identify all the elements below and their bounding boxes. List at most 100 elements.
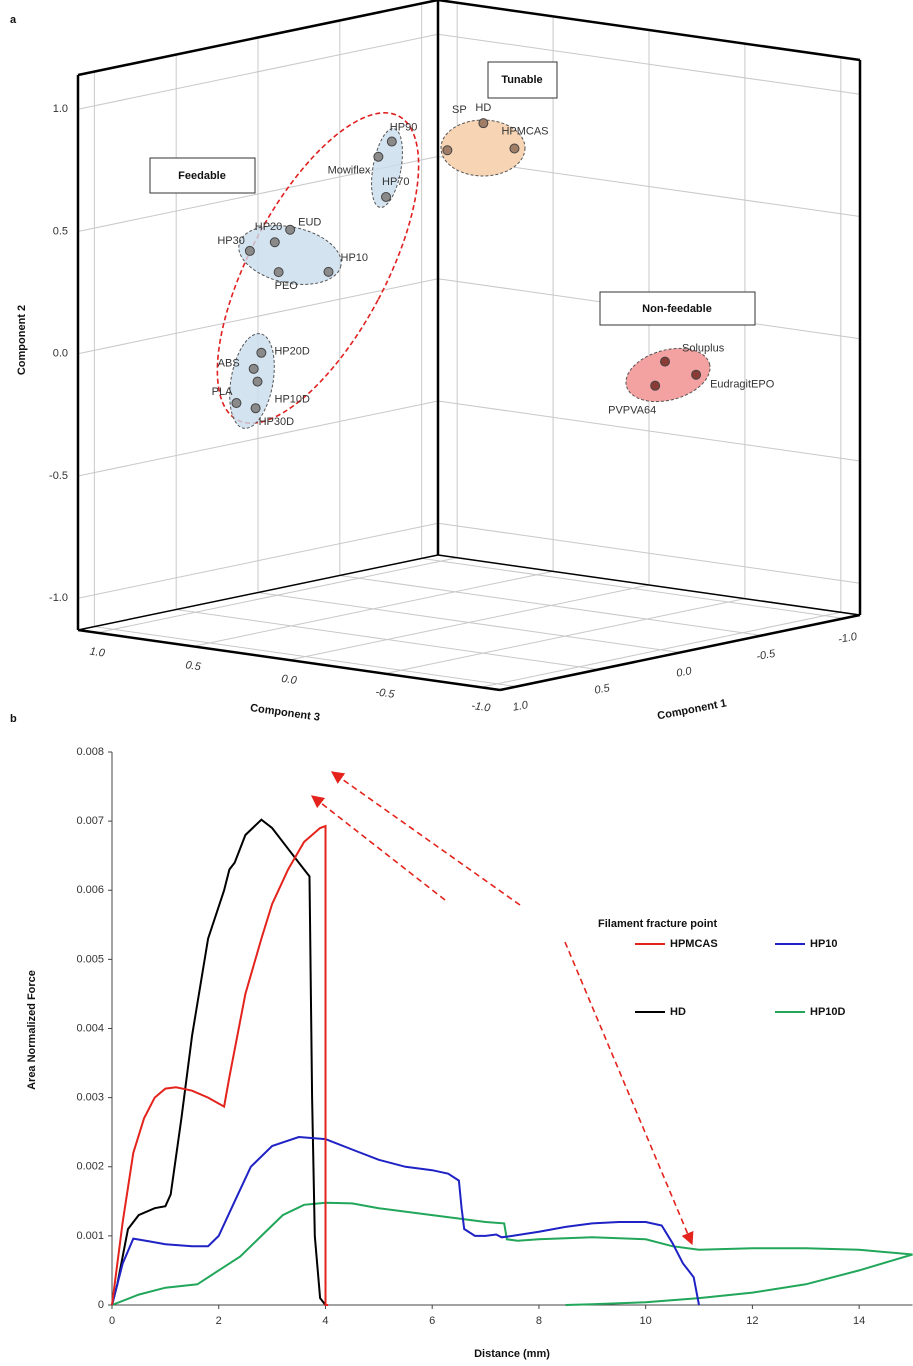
- point-label: HP20: [255, 221, 283, 233]
- series-line: [111, 818, 327, 1306]
- point-label: Soluplus: [682, 343, 725, 355]
- x-tick-label: 0: [109, 1315, 115, 1327]
- x-tick-label: 2: [216, 1315, 222, 1327]
- point-label: HP90: [390, 121, 418, 133]
- x-tick-label: 0.5: [594, 682, 612, 697]
- point-label: ABS: [218, 358, 240, 370]
- point-label: HP10D: [275, 394, 311, 406]
- point-label: EudragitEPO: [710, 379, 775, 391]
- arrow: [330, 771, 521, 906]
- panel-label: b: [10, 713, 17, 725]
- point: [248, 363, 259, 374]
- y-tick-label: 0.003: [76, 1092, 104, 1104]
- x-tick-label: 14: [853, 1315, 865, 1327]
- point: [244, 245, 255, 256]
- x-tick-label: -0.5: [755, 648, 777, 663]
- point: [269, 237, 280, 248]
- z-tick-label: -1.0: [471, 700, 492, 715]
- axis-title: Distance (mm): [474, 1348, 550, 1360]
- point-label: HP30: [217, 235, 245, 247]
- x-tick-label: 6: [429, 1315, 435, 1327]
- point: [373, 151, 384, 162]
- point: [250, 403, 261, 414]
- point: [256, 347, 267, 358]
- z-tick-label: 1.0: [89, 646, 107, 660]
- group-label: Non-feedable: [642, 303, 712, 315]
- group-outlines: [149, 61, 756, 429]
- point-label: HP30D: [259, 416, 295, 428]
- series-line: [111, 1135, 700, 1306]
- point-label: Mowiflex: [328, 165, 371, 177]
- label-box: [487, 61, 558, 99]
- point-label: PEO: [275, 280, 299, 292]
- axis-title: Area Normalized Force: [26, 970, 38, 1090]
- panel-b: 0 0.001 0.002 0.003 0.004 0.005 0.006 0.007 0.00…: [10, 713, 913, 1360]
- z-tick-label: 0.0: [281, 673, 299, 687]
- point: [691, 369, 702, 380]
- cluster: [371, 128, 403, 208]
- y-tick-label: 0.002: [76, 1161, 104, 1173]
- group-label: Tunable: [501, 74, 542, 86]
- point: [386, 136, 397, 147]
- y-tick-label: 0.005: [76, 953, 104, 965]
- cluster: [625, 347, 711, 403]
- grid-line: [288, 584, 650, 661]
- y-tick-label: 0.004: [76, 1022, 104, 1034]
- point-label: HP20D: [274, 346, 310, 358]
- box-edge: [77, 0, 439, 77]
- x-tick-label: 12: [746, 1315, 758, 1327]
- point-label: HD: [475, 102, 491, 114]
- x-tick-label: 4: [322, 1315, 328, 1327]
- point-label: HP10: [341, 252, 369, 264]
- point: [442, 145, 453, 156]
- group-label: Feedable: [178, 170, 226, 182]
- y-tick-label: 0.007: [76, 815, 104, 827]
- point-label: SP: [452, 104, 467, 116]
- point: [231, 398, 242, 409]
- cluster: [238, 225, 342, 285]
- label-box: [599, 291, 756, 326]
- box-edge: [499, 613, 861, 692]
- y-tick-label: 0.001: [76, 1230, 104, 1242]
- grid-line: [480, 611, 841, 688]
- x-tick-label: 1.0: [512, 699, 530, 714]
- point: [381, 191, 392, 202]
- point: [650, 380, 661, 391]
- panel-a-points: Feedable HP90 Mowiflex HP70 HP30 HP20 EUD HP10 P…: [178, 74, 775, 428]
- x-tick-label: -1.0: [837, 631, 859, 646]
- point: [478, 118, 489, 129]
- grid-line: [384, 598, 746, 675]
- z-tick-label: 0.5: [185, 659, 203, 673]
- point: [285, 224, 296, 235]
- label-box: [149, 157, 256, 194]
- point-label: PVPVA64: [608, 405, 656, 417]
- point: [323, 266, 334, 277]
- legend-label: HD: [670, 1006, 686, 1018]
- arrow: [564, 941, 694, 1246]
- y-tick-label: 0.0: [53, 348, 68, 360]
- axis-title: Component 2: [16, 305, 28, 375]
- box-edge: [77, 628, 501, 692]
- y-tick-label: 0.006: [76, 884, 104, 896]
- point-label: EUD: [298, 217, 321, 229]
- grid-line: [97, 557, 458, 634]
- z-tick-label: -0.5: [375, 686, 396, 701]
- box-edge: [437, 554, 861, 616]
- point: [252, 376, 263, 387]
- y-tick-label: 0: [98, 1299, 104, 1311]
- box-edge: [77, 554, 439, 631]
- y-tick-label: 0.5: [53, 225, 68, 237]
- grid-line: [192, 570, 554, 647]
- point: [660, 356, 670, 367]
- legend-label: HPMCAS: [670, 938, 718, 950]
- axis-title: Component 3: [249, 702, 320, 724]
- x-tick-label: 10: [640, 1315, 652, 1327]
- y-tick-label: 1.0: [53, 103, 68, 115]
- series-line: [111, 824, 329, 1306]
- y-tick-label: 0.008: [76, 746, 104, 758]
- point: [273, 267, 284, 278]
- x-tick-label: 0.0: [675, 665, 693, 680]
- annotation: Filament fracture point: [598, 918, 718, 930]
- series-line: [111, 1201, 913, 1306]
